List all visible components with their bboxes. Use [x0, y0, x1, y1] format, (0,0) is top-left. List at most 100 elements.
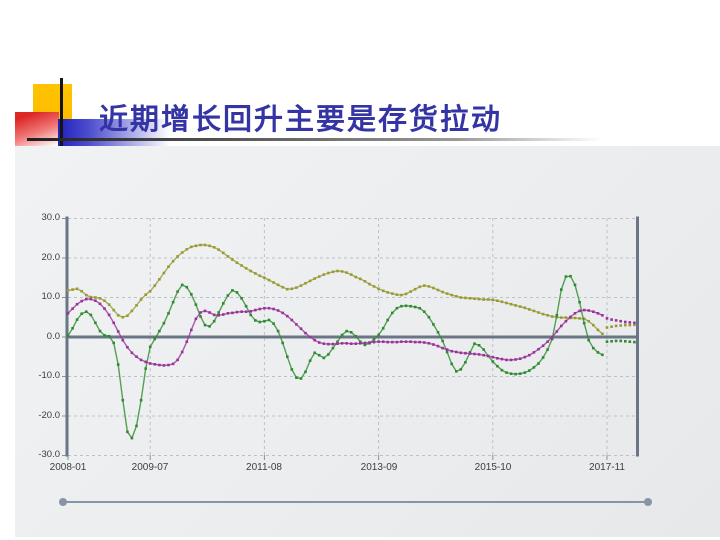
- olive-series-marker: [537, 311, 540, 314]
- green-series-marker: [473, 342, 476, 345]
- purple-series-marker: [569, 315, 572, 319]
- purple-series-marker: [112, 321, 115, 325]
- purple-series-marker: [304, 331, 307, 335]
- green-series-marker: [180, 283, 184, 287]
- purple-series-marker: [80, 299, 83, 303]
- olive-series-marker: [244, 267, 248, 270]
- green-series-marker: [286, 355, 289, 358]
- purple-series-marker: [222, 313, 225, 316]
- green-series-marker: [395, 306, 399, 310]
- green-series-marker: [427, 315, 431, 319]
- olive-series-marker: [281, 285, 284, 289]
- purple-series-marker: [546, 340, 549, 343]
- olive-series-marker: [126, 314, 129, 317]
- green-series-marker: [450, 362, 453, 366]
- olive-series-marker: [486, 298, 490, 301]
- green-series-marker: [532, 366, 536, 369]
- green-series-marker: [308, 359, 312, 362]
- olive-series-marker: [509, 302, 513, 306]
- purple-series-marker: [624, 320, 627, 324]
- olive-series-marker: [267, 278, 271, 282]
- olive-series-marker: [203, 243, 207, 247]
- x-axis-tick-label: 2009-07: [131, 462, 169, 473]
- olive-series-marker: [107, 303, 111, 306]
- purple-series-marker: [436, 344, 440, 348]
- green-series-marker: [363, 343, 367, 347]
- olive-series-marker: [409, 290, 412, 293]
- green-series-marker: [345, 329, 348, 333]
- olive-series-marker: [71, 288, 74, 291]
- purple-series-marker: [290, 318, 294, 322]
- green-series-marker: [482, 348, 485, 351]
- olive-series-marker: [80, 289, 83, 293]
- green-series-marker: [432, 323, 435, 326]
- green-series-marker: [391, 311, 394, 315]
- purple-series-marker: [592, 310, 595, 313]
- green-series-marker: [404, 304, 408, 308]
- olive-series-marker: [121, 315, 125, 319]
- purple-series-marker: [75, 302, 79, 306]
- green-series-marker: [400, 304, 403, 308]
- y-axis-tick-label: 10.0: [41, 291, 61, 302]
- purple-series-marker: [528, 353, 531, 357]
- green-series-marker: [610, 340, 613, 343]
- x-axis-tick-label: 2017-11: [589, 462, 625, 473]
- olive-series-marker: [171, 259, 175, 263]
- purple-series-marker: [413, 340, 417, 344]
- title-accent-red-square: [15, 112, 59, 148]
- olive-series-marker: [240, 264, 243, 267]
- purple-series-marker: [601, 314, 604, 317]
- purple-series-marker: [404, 340, 408, 343]
- green-series-marker: [171, 300, 175, 304]
- green-series-marker: [240, 297, 243, 300]
- green-series-marker: [633, 340, 636, 344]
- green-series-marker: [75, 318, 79, 321]
- green-series-marker: [217, 311, 220, 314]
- purple-series-marker: [281, 311, 284, 315]
- purple-series-marker: [135, 355, 138, 358]
- green-series-marker: [573, 283, 577, 287]
- title-underline-rule: [27, 138, 602, 141]
- purple-series-marker: [85, 297, 88, 301]
- purple-series-marker: [587, 309, 590, 312]
- olive-series-marker: [633, 323, 636, 327]
- olive-series-marker: [158, 278, 161, 281]
- olive-series-marker: [477, 297, 481, 301]
- purple-series-marker: [103, 307, 106, 310]
- green-series-marker: [290, 368, 294, 371]
- olive-series-marker: [505, 301, 508, 305]
- purple-series-marker: [126, 346, 129, 349]
- y-axis-tick-label: -30.0: [38, 449, 60, 460]
- purple-series-marker: [473, 352, 476, 356]
- purple-series-marker: [509, 358, 513, 362]
- olive-series-marker: [290, 287, 294, 291]
- purple-series-marker: [582, 308, 586, 312]
- purple-series-marker: [308, 335, 312, 339]
- green-series-marker: [601, 353, 604, 357]
- olive-series-marker: [349, 273, 353, 276]
- olive-series-marker: [103, 299, 106, 302]
- purple-series-marker: [532, 351, 536, 354]
- olive-series-marker: [560, 316, 563, 319]
- olive-series-marker: [605, 326, 609, 329]
- olive-series-marker: [317, 275, 321, 278]
- purple-series-marker: [276, 309, 280, 312]
- purple-series-marker: [409, 340, 412, 343]
- purple-series-marker: [514, 358, 517, 361]
- green-series-marker: [418, 306, 421, 310]
- green-series-marker: [587, 338, 590, 342]
- purple-series-marker: [537, 347, 540, 351]
- green-series-marker: [304, 370, 307, 374]
- purple-series-marker: [203, 309, 207, 313]
- purple-series-marker: [340, 342, 344, 345]
- purple-series-marker: [477, 353, 481, 356]
- olive-series-marker: [614, 324, 618, 328]
- green-series-marker: [94, 321, 97, 325]
- green-series-marker: [235, 291, 239, 294]
- green-series-marker: [222, 302, 225, 305]
- green-series-marker: [505, 371, 508, 374]
- purple-series-marker: [167, 363, 170, 367]
- olive-series-marker: [276, 283, 280, 287]
- green-series-marker: [258, 320, 262, 324]
- green-series-marker: [162, 321, 166, 325]
